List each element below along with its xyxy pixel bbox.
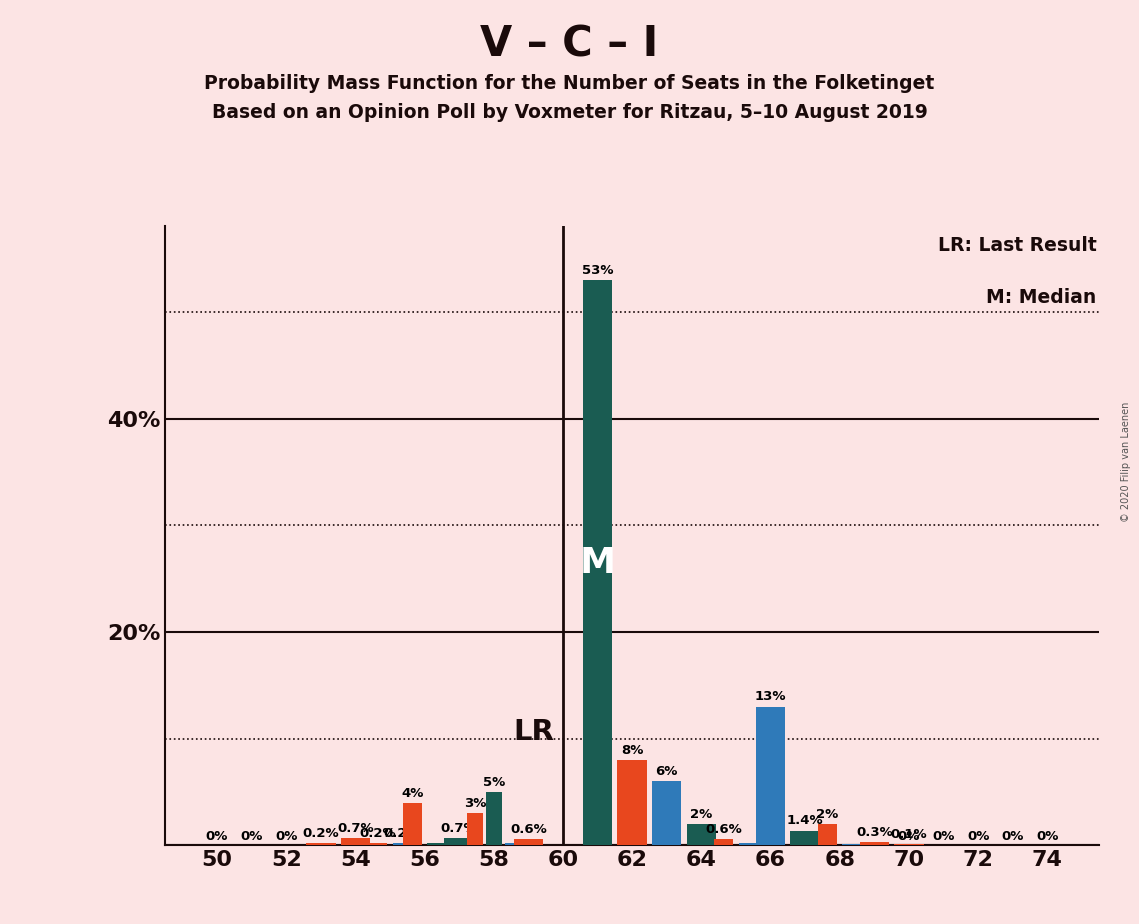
Bar: [860, 843, 888, 845]
Text: 3%: 3%: [464, 797, 486, 810]
Bar: [341, 838, 370, 845]
Text: 1.4%: 1.4%: [787, 814, 823, 827]
Bar: [403, 803, 421, 845]
Text: 4%: 4%: [401, 786, 424, 799]
Bar: [467, 813, 483, 845]
Bar: [583, 280, 613, 845]
Text: 2%: 2%: [817, 808, 838, 821]
Text: 8%: 8%: [621, 744, 644, 757]
Bar: [652, 782, 681, 845]
Text: 0%: 0%: [967, 830, 990, 843]
Text: M: Median: M: Median: [986, 288, 1097, 308]
Bar: [393, 844, 411, 845]
Bar: [790, 831, 820, 845]
Text: 0%: 0%: [206, 830, 228, 843]
Text: 0.2%: 0.2%: [360, 827, 396, 840]
Bar: [486, 792, 501, 845]
Text: 0.7%: 0.7%: [441, 821, 477, 834]
Bar: [505, 844, 521, 845]
Text: 0.7%: 0.7%: [337, 821, 374, 834]
Text: 0.6%: 0.6%: [510, 823, 547, 836]
Text: 0%: 0%: [933, 830, 954, 843]
Text: 5%: 5%: [483, 776, 505, 789]
Text: 0.3%: 0.3%: [855, 826, 893, 839]
Bar: [714, 839, 734, 845]
Text: 0%: 0%: [240, 830, 263, 843]
Text: 0%: 0%: [1036, 830, 1058, 843]
Bar: [818, 824, 837, 845]
Bar: [687, 824, 716, 845]
Bar: [368, 844, 387, 845]
Text: LR: Last Result: LR: Last Result: [937, 236, 1097, 255]
Text: 2%: 2%: [690, 808, 713, 821]
Text: Probability Mass Function for the Number of Seats in the Folketinget: Probability Mass Function for the Number…: [204, 74, 935, 93]
Text: V – C – I: V – C – I: [481, 23, 658, 65]
Text: 0%: 0%: [274, 830, 297, 843]
Text: Based on an Opinion Poll by Voxmeter for Ritzau, 5–10 August 2019: Based on an Opinion Poll by Voxmeter for…: [212, 103, 927, 123]
Bar: [427, 844, 446, 845]
Text: 0.1%: 0.1%: [891, 828, 927, 841]
Text: LR: LR: [514, 718, 555, 747]
Bar: [444, 838, 474, 845]
Text: 0.6%: 0.6%: [705, 823, 743, 836]
Text: 13%: 13%: [755, 690, 786, 703]
Bar: [514, 839, 543, 845]
Text: 6%: 6%: [656, 765, 678, 778]
Bar: [738, 844, 757, 845]
Text: 0.2%: 0.2%: [303, 827, 339, 840]
Text: 0%: 0%: [1001, 830, 1024, 843]
Text: 0%: 0%: [898, 830, 920, 843]
Bar: [306, 844, 336, 845]
Text: M: M: [580, 545, 615, 579]
Text: 53%: 53%: [582, 263, 613, 276]
Bar: [756, 707, 785, 845]
Text: © 2020 Filip van Laenen: © 2020 Filip van Laenen: [1121, 402, 1131, 522]
Text: 0.2%: 0.2%: [384, 827, 420, 840]
Bar: [617, 760, 647, 845]
